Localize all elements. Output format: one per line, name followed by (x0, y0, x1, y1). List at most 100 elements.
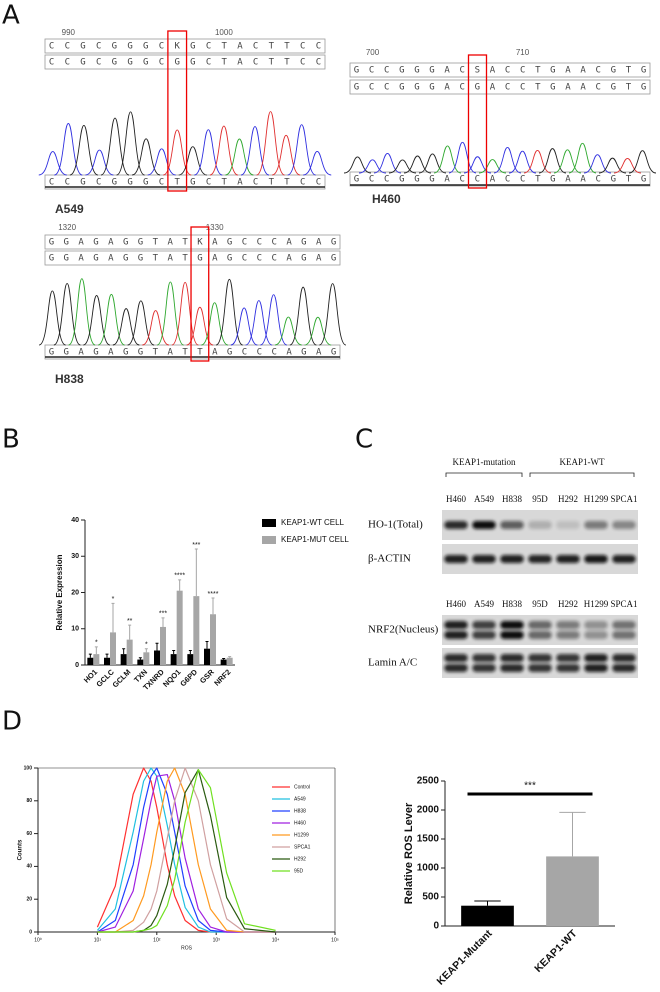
error-bar (205, 640, 209, 649)
sequence-row-frame (349, 62, 651, 78)
sequence-position: 1330 (206, 223, 224, 232)
sample-name: A549 (55, 202, 84, 216)
group-bracket (529, 472, 635, 477)
sequence-row-frame (44, 174, 326, 190)
sequence-position: 990 (62, 28, 76, 37)
blot-band (500, 621, 524, 629)
lane-label: H292 (558, 599, 578, 609)
sequence-reference: CCGCGGGCKGCTACTTCC (49, 42, 321, 52)
blot-band (444, 654, 468, 662)
y-tick-label: 40 (71, 517, 79, 524)
sequence-reference: GCCGGGACSACCTGAACGTG (354, 66, 647, 76)
chromatogram-peak (116, 111, 145, 176)
blot-band (500, 664, 524, 672)
chromatogram-peak (271, 134, 301, 176)
chromatogram-peak (304, 316, 332, 346)
error-bar (88, 653, 92, 658)
bar (226, 657, 233, 665)
blot-band (500, 521, 524, 529)
bar (120, 654, 127, 665)
x-tick-label: G6PD (178, 667, 199, 688)
chromatogram-peak (54, 123, 83, 176)
error-bar (144, 648, 148, 653)
y-tick-label: 30 (71, 553, 79, 560)
chromatogram-peak (215, 278, 244, 346)
chromatogram-peak (38, 151, 67, 176)
chromatogram-peak (553, 149, 582, 174)
series-line (97, 769, 276, 933)
x-tick-label: 10⁵ (331, 937, 339, 943)
x-axis-label: ROS (181, 945, 193, 951)
significance-label: **** (208, 591, 219, 598)
blot-band (584, 654, 608, 662)
bar (193, 596, 200, 665)
error-bar (474, 900, 501, 906)
blot-band (584, 631, 608, 639)
error-bar (194, 548, 198, 597)
blot-band (612, 521, 636, 529)
y-axis-label: Relative ROS Lever (403, 802, 415, 904)
sequence-called: GGAGAGGTATTAGCCCAGAG (49, 348, 337, 358)
error-bar (138, 657, 142, 660)
sequence-called: CCGCGGGCTGCTACTTCC (49, 178, 321, 188)
blot-band (444, 631, 468, 639)
chromatogram-peak (583, 154, 612, 174)
y-tick-label: 500 (422, 892, 439, 903)
blot-band (500, 654, 524, 662)
bar (461, 905, 514, 926)
blot-band (528, 631, 552, 639)
lane-label: A549 (474, 494, 494, 504)
sequence-row-frame (44, 54, 326, 70)
error-bar (105, 653, 109, 658)
chromatogram-peak (245, 300, 273, 346)
chromatogram-peak (127, 300, 155, 346)
blot-band (584, 664, 608, 672)
error-bar (94, 646, 98, 655)
significance-label: *** (159, 611, 167, 618)
lane-label: 95D (532, 494, 548, 504)
sequence-row-frame (44, 38, 326, 54)
error-bar (128, 624, 132, 640)
blot-band (612, 664, 636, 672)
blot-band (528, 521, 552, 529)
blot-band (584, 555, 608, 563)
series-line (97, 767, 276, 933)
series-line (97, 769, 276, 933)
chromatogram-peak (568, 142, 597, 174)
blot-band (556, 555, 580, 563)
mutation-box (167, 30, 188, 192)
error-bar (122, 648, 126, 655)
chromatogram-peak (303, 151, 332, 176)
error-bar (228, 656, 232, 658)
chromatogram-peak (478, 159, 507, 174)
y-tick-label: 100 (24, 765, 33, 771)
legend-swatch (262, 519, 276, 527)
chromatogram-peak (289, 286, 317, 346)
significance-label: *** (192, 542, 200, 549)
significance-label: *** (524, 781, 536, 792)
mutation-box (467, 54, 488, 189)
bar (187, 654, 194, 665)
series-line (97, 773, 276, 933)
blot-band (556, 521, 580, 529)
sequence-reference: GGAGAGGTATKAGCCCAGAG (49, 238, 337, 248)
chromatogram-peak (112, 308, 140, 346)
bar (154, 650, 160, 665)
blot-band (584, 621, 608, 629)
error-bar (559, 811, 586, 857)
bar (210, 614, 216, 665)
chromatogram-peak (613, 157, 642, 174)
significance-label: **** (174, 573, 185, 580)
error-bar (111, 602, 115, 633)
y-axis-label: Counts (18, 839, 24, 860)
lane-label: SPCA1 (610, 494, 637, 504)
legend-label: KEAP1-MUT CELL (281, 535, 349, 544)
chromatogram-peak (142, 310, 170, 346)
sequence-row-frame (44, 250, 341, 266)
lane-label: H460 (446, 494, 466, 504)
chromatogram-peak (448, 141, 477, 174)
sequence-row-frame (349, 171, 651, 187)
blot-band (444, 521, 468, 529)
chromatogram-peak (131, 138, 161, 176)
lane-label: A549 (474, 599, 494, 609)
